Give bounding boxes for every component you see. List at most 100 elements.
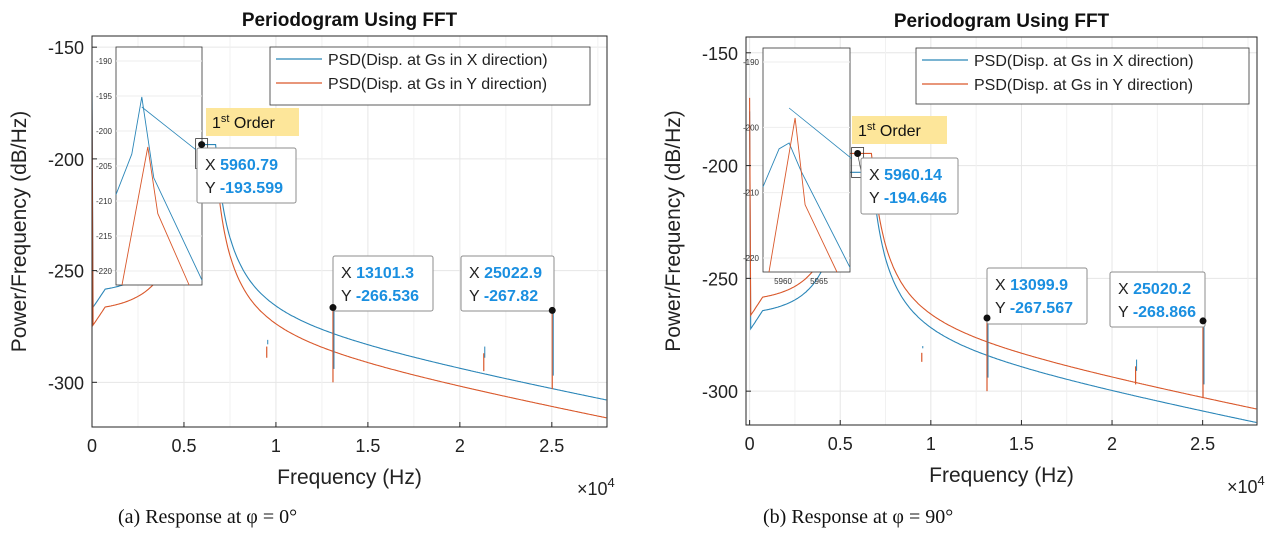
datatip-x: X 25020.2 — [1118, 281, 1191, 298]
y-tick-label: -300 — [702, 382, 738, 402]
datatip-y-label: Y — [205, 180, 220, 197]
legend-entry: PSD(Disp. at Gs in X direction) — [328, 52, 548, 69]
datatip-y-value: -194.646 — [884, 190, 947, 207]
inset-tick-label: -220 — [96, 267, 113, 276]
x-axis-exponent-power: 4 — [1258, 473, 1265, 488]
x-tick-label: 0.5 — [828, 434, 853, 454]
legend-box — [915, 47, 1250, 105]
caption-b: (b) Response at φ = 90° — [763, 506, 954, 528]
datatip-box — [460, 255, 555, 312]
x-tick-label: 2 — [455, 436, 465, 456]
inset-plot: -190 -200 -210 -220 5960 5965 — [743, 47, 851, 286]
inset-tick-label: -215 — [96, 232, 113, 241]
x-axis-exponent: ×104 — [1227, 473, 1265, 497]
datatip-y-label: Y — [1118, 304, 1133, 321]
datatip-marker — [329, 304, 337, 312]
chart-title: Periodogram Using FFT — [242, 10, 458, 31]
datatip-y-label: Y — [469, 288, 484, 305]
datatip-y-label: Y — [995, 300, 1010, 317]
datatip-x-value: 25022.9 — [484, 265, 542, 282]
y-tick-label: -250 — [48, 262, 84, 282]
datatip-x: X 13101.3 — [341, 265, 414, 282]
datatip-y-value: -268.866 — [1133, 304, 1196, 321]
chart-title: Periodogram Using FFT — [894, 11, 1110, 32]
datatip-y: Y -267.567 — [995, 300, 1073, 317]
datatip-y-value: -267.82 — [484, 288, 538, 305]
y-tick-label: -150 — [48, 38, 84, 58]
y-tick-label: -150 — [702, 44, 738, 64]
inset-plot: -190 -195 -200 -205 -210 -215 -220 — [96, 46, 203, 286]
datatip-marker — [854, 150, 862, 158]
legend-entry: PSD(Disp. at Gs in X direction) — [974, 53, 1194, 70]
datatip-y-value: -193.599 — [220, 180, 283, 197]
inset-tick-label: -220 — [743, 254, 760, 263]
inset-tick-label: -210 — [96, 197, 113, 206]
datatip-x-label: X — [469, 265, 484, 282]
datatip-y: Y -193.599 — [205, 180, 283, 197]
zoom-connector — [141, 106, 196, 150]
datatip-y: Y -267.82 — [469, 288, 538, 305]
inset-tick-label: 5965 — [810, 277, 828, 286]
legend-entry: PSD(Disp. at Gs in Y direction) — [328, 76, 547, 93]
inset-tick-label: -200 — [743, 123, 760, 132]
inset-tick-label: -205 — [96, 162, 113, 171]
datatip-y-value: -267.567 — [1010, 300, 1073, 317]
inset-series-x — [762, 142, 851, 268]
x-tick-label: 2.5 — [539, 436, 564, 456]
inset-tick-label: -190 — [743, 58, 760, 67]
datatip-box — [196, 147, 297, 204]
caption-a: (a) Response at φ = 0° — [118, 506, 298, 528]
y-tick-label: -300 — [48, 373, 84, 393]
x-tick-label: 1.5 — [1009, 434, 1034, 454]
x-tick-label: 1 — [926, 434, 936, 454]
datatip-x: X 5960.79 — [205, 157, 278, 174]
inset-frame — [762, 47, 851, 273]
x-tick-label: 0.5 — [171, 436, 196, 456]
x-tick-label: 0 — [87, 436, 97, 456]
datatip-x: X 25022.9 — [469, 265, 542, 282]
inset-tick-label: -200 — [96, 127, 113, 136]
order-label-box — [852, 116, 947, 144]
x-tick-label: 2 — [1107, 434, 1117, 454]
datatip-y-value: -266.536 — [356, 288, 419, 305]
inset-series-y — [768, 117, 838, 273]
datatip-y: Y -194.646 — [869, 190, 947, 207]
x-tick-label: 0 — [745, 434, 755, 454]
datatip-x-value: 13099.9 — [1010, 277, 1068, 294]
datatip-box — [332, 255, 434, 312]
datatip-y-label: Y — [869, 190, 884, 207]
order-label-rest: Order — [875, 123, 921, 140]
datatip-x-label: X — [205, 157, 220, 174]
datatip-x-label: X — [995, 277, 1010, 294]
axes-frame — [745, 36, 1258, 426]
datatip-x-value: 5960.79 — [220, 157, 278, 174]
datatip-marker — [548, 306, 556, 314]
datatip-y-label: Y — [341, 288, 356, 305]
datatip-x-label: X — [869, 167, 884, 184]
datatip-x: X 13099.9 — [995, 277, 1068, 294]
x-axis-exponent: ×104 — [577, 475, 615, 499]
datatip-box — [860, 157, 959, 215]
datatip-marker — [1199, 317, 1207, 325]
datatip-box — [1109, 271, 1206, 328]
x-tick-label: 1.5 — [355, 436, 380, 456]
order-label-rest: Order — [229, 115, 275, 132]
datatip-y: Y -268.866 — [1118, 304, 1196, 321]
x-axis-label: Frequency (Hz) — [277, 466, 422, 489]
order-label-sup: st — [221, 113, 230, 125]
datatip-x-label: X — [341, 265, 356, 282]
inset-tick-label: -190 — [96, 57, 113, 66]
inset-tick-label: -195 — [96, 92, 113, 101]
inset-tick-label: -210 — [743, 189, 760, 198]
inset-tick-label: 5960 — [774, 277, 792, 286]
zoom-connector — [788, 107, 852, 159]
datatip-marker — [198, 141, 206, 149]
datatip-x-label: X — [1118, 281, 1133, 298]
x-tick-label: 1 — [271, 436, 281, 456]
y-tick-label: -250 — [702, 269, 738, 289]
datatip-x: X 5960.14 — [869, 167, 942, 184]
x-tick-label: 2.5 — [1190, 434, 1215, 454]
datatip-marker — [983, 314, 991, 322]
datatip-box — [986, 267, 1088, 325]
